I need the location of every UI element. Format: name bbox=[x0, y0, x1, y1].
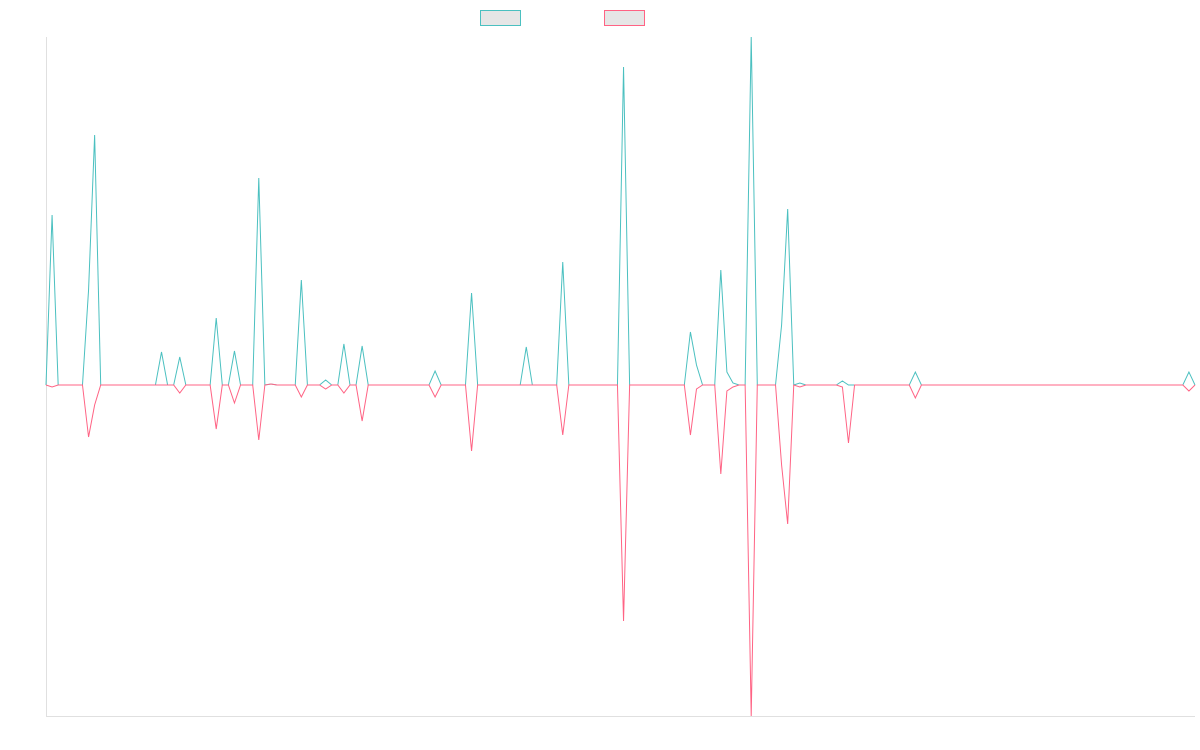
series-line bbox=[45, 383, 1196, 717]
legend-swatch bbox=[604, 10, 645, 26]
series-line bbox=[45, 36, 1196, 386]
legend-swatch bbox=[480, 10, 521, 26]
